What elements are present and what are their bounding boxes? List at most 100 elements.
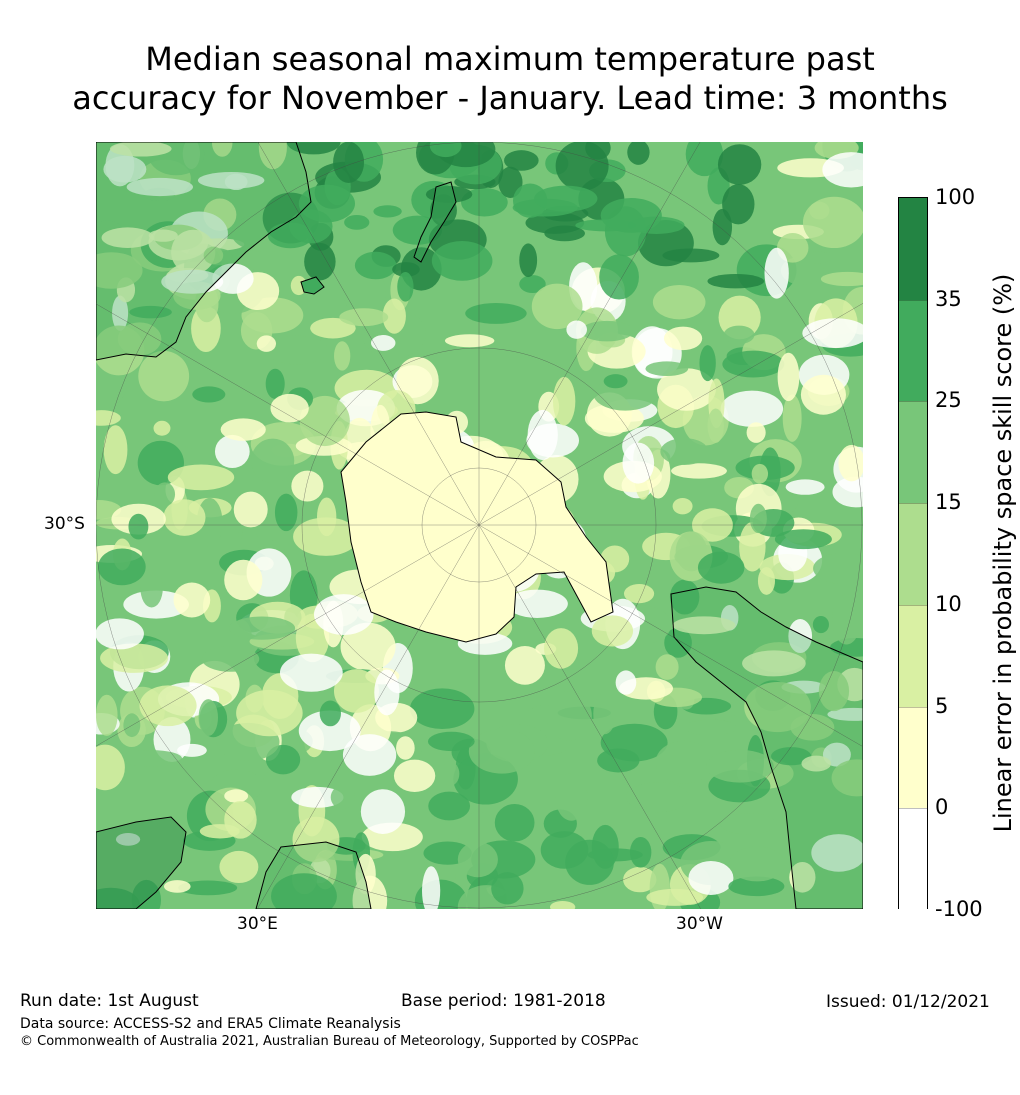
skill-patch [729, 846, 785, 882]
skill-patch [552, 376, 576, 426]
skill-patch [233, 491, 268, 528]
skill-patch [214, 434, 250, 469]
skill-patch [603, 374, 628, 389]
skill-patch [131, 879, 161, 909]
colorbar-bin [899, 808, 927, 912]
skill-patch [286, 142, 341, 155]
meridian-line [478, 524, 701, 909]
skill-patch [299, 395, 350, 447]
base-period: Base period: 1981-2018 [401, 991, 606, 1011]
skill-patch [427, 731, 475, 752]
map-title: Median seasonal maximum temperature past… [0, 40, 1020, 118]
skill-patch [397, 272, 414, 302]
south-america-coastline [670, 586, 863, 909]
skill-patch [396, 357, 439, 405]
colorbar-tick-label: 35 [935, 286, 962, 311]
skill-patch [422, 866, 441, 909]
skill-patch [96, 618, 144, 650]
skill-patch [96, 325, 145, 376]
skill-patch [201, 646, 260, 672]
skill-patch [629, 836, 652, 868]
skill-patch [720, 813, 777, 835]
skill-patch [370, 335, 396, 351]
longitude-label-30e: 30°E [237, 914, 278, 934]
colorbar-bin [899, 503, 927, 607]
skill-patch [274, 493, 298, 532]
skill-patch [290, 275, 307, 296]
skill-patch [224, 789, 249, 803]
meridian-line [257, 524, 480, 909]
skill-patch [498, 166, 523, 199]
skill-patch [339, 308, 389, 327]
skill-patch [167, 464, 235, 491]
skill-patch [504, 646, 545, 685]
skill-patch [652, 284, 706, 320]
skill-patch [428, 791, 471, 821]
skill-patch [802, 196, 863, 249]
skill-patch [764, 247, 789, 299]
skill-patch [780, 256, 824, 285]
skill-patch [330, 785, 355, 810]
skill-patch [534, 185, 598, 212]
skill-patch [265, 744, 301, 775]
skill-patch [291, 786, 344, 808]
australia-coastline [96, 142, 312, 361]
colorbar-tick-label: 100 [935, 185, 976, 209]
skill-patch [212, 263, 254, 294]
skill-patch [163, 499, 206, 536]
madagascar-coastline [255, 841, 372, 909]
skill-patch [199, 824, 240, 839]
run-date: Run date: 1st August [20, 991, 199, 1011]
skill-patch [655, 740, 713, 784]
skill-patch [600, 197, 662, 233]
skill-patch [746, 422, 766, 443]
issued-date: Issued: 01/12/2021 [826, 992, 990, 1012]
colorbar-tick-label: -100 [935, 897, 983, 921]
skill-patch [504, 150, 539, 171]
graticule [96, 142, 863, 909]
skill-patch [672, 497, 693, 515]
skill-patch [344, 214, 370, 230]
skill-patch [615, 670, 637, 695]
skill-patch [98, 548, 146, 586]
africa-coastline [96, 816, 187, 909]
skill-patch [549, 900, 576, 909]
skill-patch [831, 759, 863, 797]
skill-patch [663, 326, 703, 351]
skill-patch [591, 615, 634, 647]
skill-patch [220, 524, 239, 543]
skill-patch [333, 669, 379, 713]
skill-patch [744, 682, 811, 733]
skill-patch [198, 699, 218, 737]
skill-patch [555, 772, 588, 821]
colorbar-bin [899, 198, 927, 301]
skill-patch [722, 350, 785, 378]
map-canvas [96, 142, 863, 909]
skill-patch [813, 552, 863, 584]
skill-patch [293, 517, 359, 556]
skill-patch [265, 368, 285, 399]
skill-patch [546, 691, 592, 741]
skill-patch [374, 669, 400, 716]
meridian-line [96, 303, 480, 526]
meridian-line [257, 142, 480, 526]
skill-patch [154, 856, 182, 881]
skill-patch [333, 142, 365, 183]
skill-patch [224, 173, 248, 191]
skill-patch [270, 393, 309, 423]
skill-patch [580, 320, 634, 342]
colorbar-bin [899, 604, 927, 709]
meridian-line [478, 142, 701, 526]
skill-patch [777, 352, 800, 402]
skill-patch [707, 408, 724, 443]
skill-patch [468, 728, 535, 774]
skill-patch [431, 241, 493, 281]
skill-patch [728, 876, 785, 897]
skill-patch [334, 341, 351, 371]
skill-patch [161, 269, 224, 294]
meridian-line [96, 524, 480, 747]
colorbar [898, 197, 928, 912]
skill-patch [822, 152, 863, 188]
tasmania-coastline [300, 276, 325, 295]
meridian-line [478, 303, 863, 526]
